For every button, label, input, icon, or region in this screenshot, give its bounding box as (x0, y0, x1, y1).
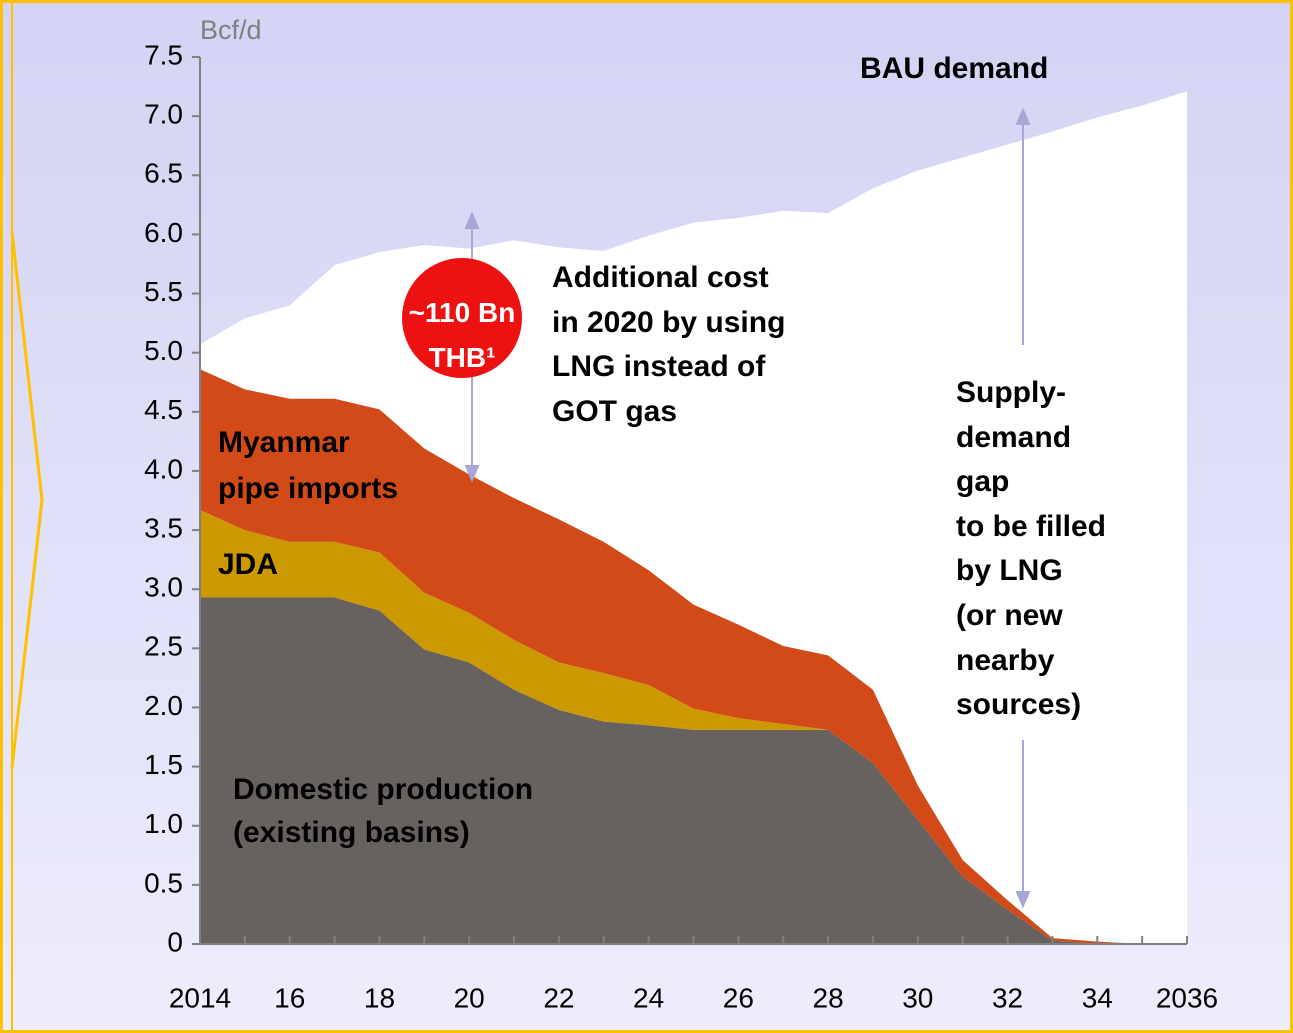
y-tick-label: 0 (167, 926, 183, 957)
x-tick-label: 20 (454, 982, 485, 1013)
chevron (10, 231, 44, 769)
y-tick-label: 1.5 (144, 749, 183, 780)
cost-bubble-text: ~110 Bn THB¹ (408, 297, 516, 373)
x-tick-label: 24 (633, 982, 664, 1013)
cost-note: Additional cost in 2020 by using LNG ins… (552, 261, 786, 428)
x-tick-label: 22 (543, 982, 574, 1013)
y-tick-label: 7.0 (144, 99, 183, 130)
y-tick-label: 6.0 (144, 217, 183, 248)
x-tick-label: 16 (274, 982, 305, 1013)
x-tick-label: 28 (813, 982, 844, 1013)
y-tick-label: 5.5 (144, 276, 183, 307)
y-tick-label: 7.5 (144, 39, 183, 70)
y-tick-label: 4.0 (144, 453, 183, 484)
y-tick-label: 3.0 (144, 572, 183, 603)
x-tick-label: 2036 (1156, 982, 1218, 1013)
y-tick-label: 2.0 (144, 690, 183, 721)
series-label: JDA (218, 548, 279, 581)
x-tick-label: 26 (723, 982, 754, 1013)
cost-bubble (402, 258, 522, 378)
series-label: Myanmar pipe imports (218, 426, 399, 505)
y-tick-label: 6.5 (144, 158, 183, 189)
y-tick-label: 5.0 (144, 335, 183, 366)
y-tick-label: 2.5 (144, 631, 183, 662)
y-tick-label: 3.5 (144, 512, 183, 543)
series-label: Domestic production (existing basins) (233, 773, 534, 849)
x-tick-label: 30 (902, 982, 933, 1013)
series-area (200, 597, 1187, 944)
series-area (200, 509, 1187, 944)
x-tick-label: 18 (364, 982, 395, 1013)
y-tick-label: 0.5 (144, 867, 183, 898)
y-unit: Bcf/d (200, 15, 262, 45)
y-tick-label: 1.0 (144, 808, 183, 839)
x-tick-label: 34 (1082, 982, 1113, 1013)
demand-label: BAU demand (860, 52, 1049, 85)
x-tick-label: 2014 (169, 982, 231, 1013)
x-tick-label: 32 (992, 982, 1023, 1013)
gap-note: Supply- demand gap to be filled by LNG (… (956, 376, 1106, 722)
axes: 0 0.5 1.0 1.5 2.0 2.5 3.0 3.5 4.0 4.5 5.0 5.5 6.0 6.5… (144, 39, 1218, 1013)
y-tick-label: 4.5 (144, 394, 183, 425)
series-area (200, 369, 1187, 944)
